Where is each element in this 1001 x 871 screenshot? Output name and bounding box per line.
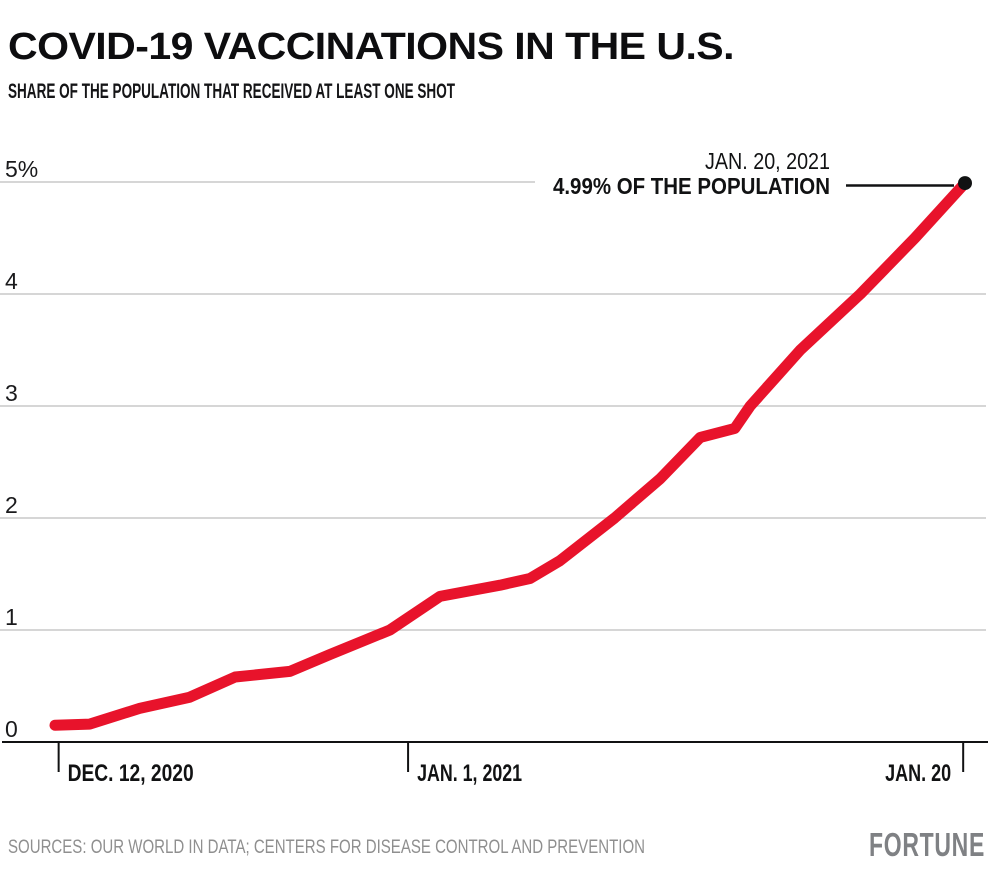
annotation-value-label: 4.99% OF THE POPULATION [553,173,830,199]
page-title: COVID-19 VACCINATIONS IN THE U.S. [8,26,734,68]
page-subtitle: SHARE OF THE POPULATION THAT RECEIVED AT… [8,80,455,103]
plot-area: 0 1 2 3 4 5% DEC. 12, 2020 JAN. 1, 2021 JAN. 20 [0,156,988,787]
y-tick-label: 2 [5,492,18,518]
x-tick-label: JAN. 1, 2021 [417,760,522,787]
endpoint-dot [958,176,972,191]
y-tick-label: 4 [5,268,18,294]
sources-credit: SOURCES: OUR WORLD IN DATA; CENTERS FOR … [8,837,645,858]
y-tick-label: 3 [5,380,18,406]
y-tick-label: 1 [5,604,18,630]
vaccination-share-line [49,177,971,731]
x-tick-label: DEC. 12, 2020 [68,760,194,787]
y-tick-label: 5% [5,156,38,182]
annotation-date-label: JAN. 20, 2021 [705,148,830,174]
fortune-logo: FORTUNE [869,826,985,863]
y-tick-label: 0 [5,716,18,742]
x-tick-label: JAN. 20 [885,760,951,787]
